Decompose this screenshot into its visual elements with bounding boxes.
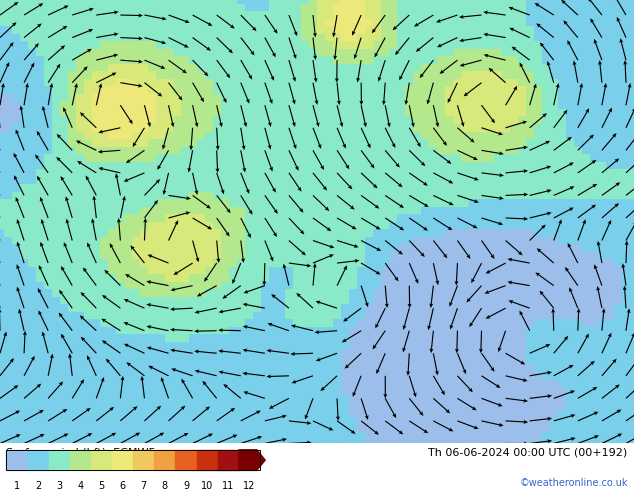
Text: 2: 2 — [35, 481, 41, 490]
Bar — [91, 450, 112, 470]
Text: 9: 9 — [183, 481, 189, 490]
Bar — [112, 450, 133, 470]
Text: 6: 6 — [120, 481, 126, 490]
Bar — [49, 450, 70, 470]
Bar — [133, 450, 154, 470]
Bar — [154, 450, 176, 470]
Text: 11: 11 — [222, 481, 235, 490]
Text: Th 06-06-2024 00:00 UTC (00+192): Th 06-06-2024 00:00 UTC (00+192) — [429, 447, 628, 457]
Text: ©weatheronline.co.uk: ©weatheronline.co.uk — [519, 478, 628, 488]
Bar — [197, 450, 217, 470]
Text: 10: 10 — [201, 481, 213, 490]
Bar — [27, 450, 49, 470]
Text: 4: 4 — [77, 481, 83, 490]
Polygon shape — [239, 450, 265, 470]
Bar — [176, 450, 197, 470]
Text: 12: 12 — [243, 481, 256, 490]
Text: 8: 8 — [162, 481, 168, 490]
Bar — [70, 450, 91, 470]
Text: 7: 7 — [141, 481, 147, 490]
Text: 1: 1 — [14, 481, 20, 490]
Text: Surface wind (bft)  ECMWF: Surface wind (bft) ECMWF — [6, 447, 155, 457]
Text: 3: 3 — [56, 481, 62, 490]
Bar — [217, 450, 239, 470]
Text: 5: 5 — [98, 481, 105, 490]
Bar — [6, 450, 27, 470]
